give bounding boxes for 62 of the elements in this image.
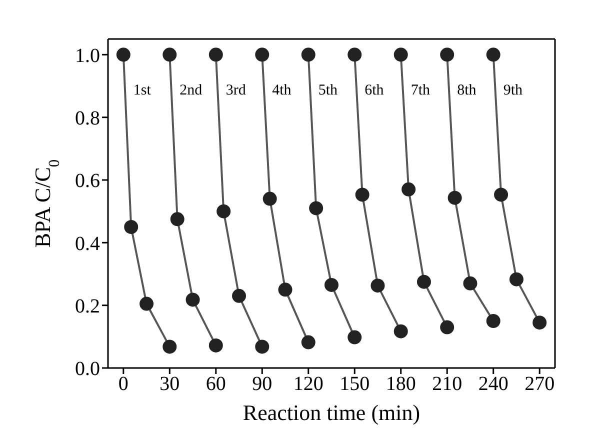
point: [301, 48, 316, 62]
point: [370, 278, 385, 293]
y-tick-label: 0.0: [75, 358, 100, 380]
point: [486, 48, 500, 62]
point: [494, 188, 508, 202]
point: [216, 204, 231, 218]
point: [394, 48, 408, 62]
point: [486, 314, 500, 328]
point: [394, 324, 408, 338]
x-tick-label: 120: [293, 373, 324, 396]
series-label: 9th: [503, 82, 524, 99]
point: [186, 292, 200, 307]
y-tick-label: 0.4: [75, 232, 100, 255]
x-axis-title: Reaction time (min): [242, 400, 420, 425]
series-label: 1st: [133, 82, 152, 99]
point: [208, 338, 223, 352]
y-tick-label: 1.0: [75, 44, 100, 67]
point: [116, 48, 130, 62]
x-tick-label: 90: [252, 373, 272, 396]
point: [262, 192, 277, 206]
point: [232, 288, 246, 303]
y-tick-label: 0.6: [75, 170, 100, 192]
point: [255, 340, 270, 354]
x-tick-label: 270: [524, 373, 555, 396]
point: [140, 296, 154, 311]
point: [324, 278, 338, 292]
y-tick-label: 0.8: [75, 107, 100, 130]
x-tick-label: 240: [478, 373, 508, 396]
point: [416, 274, 431, 289]
series-label: 6th: [364, 82, 384, 99]
series-label: 5th: [318, 82, 338, 99]
series-label: 7th: [410, 82, 431, 99]
point: [309, 201, 324, 216]
point: [208, 48, 223, 62]
y-tick-label: 0.2: [75, 295, 100, 318]
series-label: 4th: [272, 82, 292, 99]
point: [355, 188, 370, 202]
x-tick-label: 180: [386, 373, 416, 396]
point: [463, 276, 478, 290]
point: [440, 320, 454, 334]
point: [448, 190, 462, 205]
x-tick-label: 30: [160, 373, 180, 396]
point: [162, 340, 177, 354]
point: [509, 272, 524, 286]
x-tick-label: 210: [432, 373, 462, 396]
series-label: 8th: [457, 82, 477, 99]
point: [162, 48, 177, 62]
point: [301, 335, 316, 350]
x-tick-label: 0: [118, 373, 128, 396]
point: [402, 182, 416, 196]
x-tick-label: 150: [340, 373, 370, 396]
point: [170, 212, 184, 226]
point: [255, 48, 270, 62]
point: [124, 220, 138, 234]
point: [348, 330, 362, 344]
point: [348, 48, 362, 62]
x-tick-label: 60: [206, 373, 226, 396]
point: [532, 316, 547, 330]
point: [278, 282, 292, 297]
series-label: 2nd: [180, 82, 203, 99]
point: [440, 48, 454, 62]
series-label: 3rd: [226, 82, 246, 99]
